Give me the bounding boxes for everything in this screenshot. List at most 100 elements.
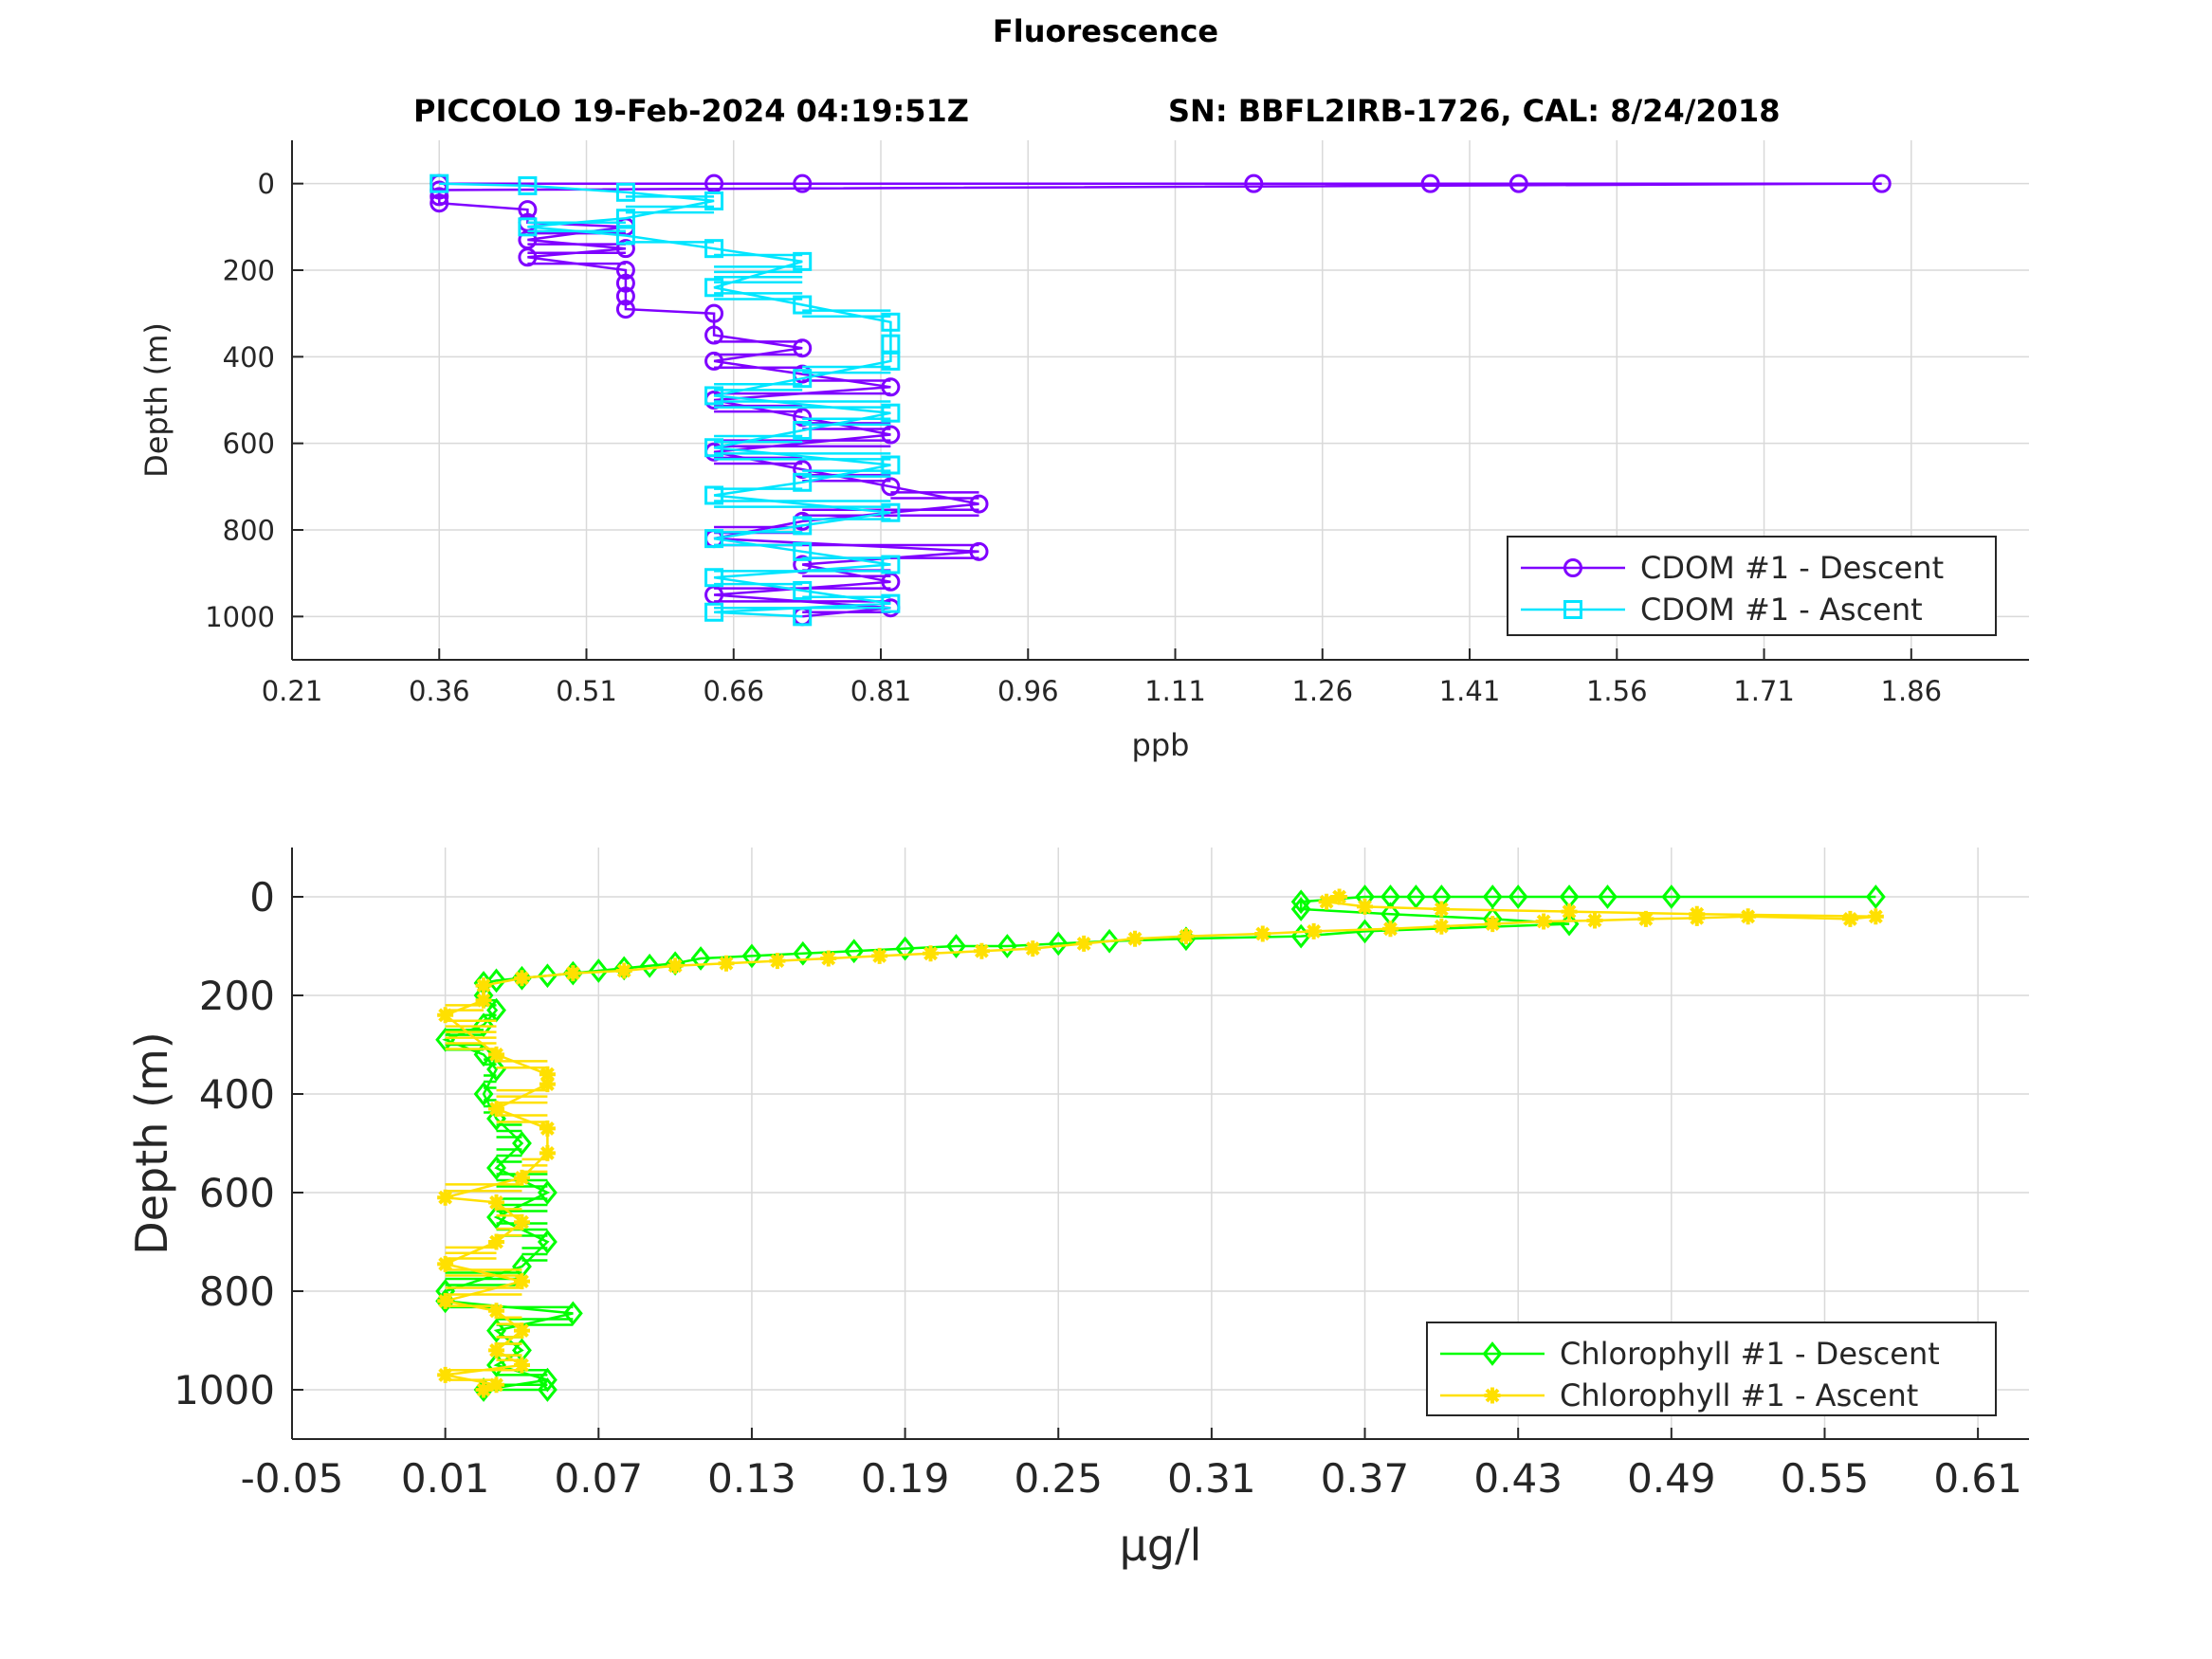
data-point (537, 1367, 558, 1393)
data-point (562, 1301, 583, 1326)
y-tick-label: 800 (223, 514, 275, 546)
data-point (718, 955, 735, 972)
x-tick-label: 0.66 (703, 675, 764, 707)
data-point (537, 963, 558, 989)
x-tick-label: 0.36 (409, 675, 470, 707)
data-point (615, 962, 632, 979)
data-point (1126, 930, 1143, 947)
series-line (439, 182, 892, 618)
data-point (615, 182, 635, 202)
data-point (1508, 884, 1528, 909)
data-point (871, 947, 888, 964)
legend-entry: Chlorophyll #1 - Descent (1560, 1336, 1940, 1372)
x-axis-label: μg/l (1120, 1520, 1202, 1571)
legend-entry: CDOM #1 - Descent (1640, 550, 1944, 586)
data-point (1306, 922, 1323, 939)
data-point (1535, 913, 1552, 930)
data-point (537, 1377, 558, 1402)
x-tick-label: 0.49 (1627, 1455, 1716, 1502)
data-point (704, 303, 724, 323)
data-point (1867, 908, 1884, 925)
data-point (488, 1303, 505, 1320)
data-point (1075, 935, 1092, 952)
y-tick-label: 200 (199, 973, 275, 1019)
data-point (518, 217, 538, 237)
data-point (513, 970, 530, 987)
data-point (539, 1120, 556, 1137)
data-point (488, 1046, 505, 1063)
x-tick-label: 0.19 (861, 1455, 950, 1502)
data-point (881, 425, 901, 445)
data-point (1178, 928, 1195, 945)
y-axis-label: Depth (m) (126, 1031, 177, 1254)
data-point (793, 295, 813, 315)
data-point (437, 1255, 454, 1272)
x-tick-label: 0.96 (997, 675, 1059, 707)
x-tick-label: 0.21 (262, 675, 323, 707)
data-point (793, 420, 813, 440)
data-point (473, 1082, 494, 1106)
y-tick-label: 200 (223, 254, 275, 286)
data-point (615, 286, 635, 306)
data-point (1865, 884, 1886, 909)
data-point (513, 1273, 530, 1290)
legend-box (1507, 536, 1997, 636)
data-point (793, 940, 814, 966)
data-point (881, 593, 901, 613)
data-point (513, 1169, 530, 1186)
data-point (1661, 884, 1682, 909)
data-point (488, 1233, 505, 1250)
x-tick-label: 0.81 (850, 675, 912, 707)
data-point (793, 338, 813, 358)
data-point (704, 438, 724, 458)
legend-box (1426, 1322, 1997, 1416)
data-point (844, 939, 865, 964)
data-point (537, 1180, 558, 1205)
figure-subtitle-left: PICCOLO 19-Feb-2024 04:19:51Z (413, 93, 969, 129)
data-point (793, 555, 813, 574)
data-point (473, 1042, 494, 1067)
data-point (1048, 931, 1069, 957)
y-tick-label: 600 (223, 428, 275, 460)
data-point (881, 502, 901, 522)
data-point (793, 516, 813, 536)
data-point (923, 945, 940, 962)
data-point (1290, 889, 1311, 915)
y-tick-label: 400 (223, 341, 275, 374)
legend-marker (1484, 1387, 1501, 1404)
data-point (513, 1322, 530, 1340)
data-point (690, 946, 711, 971)
data-point (488, 1341, 505, 1358)
data-point (486, 1353, 506, 1377)
data-point (513, 1357, 530, 1374)
legend-entry: CDOM #1 - Ascent (1640, 592, 1923, 628)
data-point (539, 1144, 556, 1161)
chlorophyll-chart: -0.05 0.01 0.07 0.13 0.19 0.25 0.31 0.37 0.43 0.4… (126, 848, 2029, 1571)
y-tick-label: 0 (258, 168, 275, 200)
data-point (1099, 928, 1120, 954)
x-axis-label: ppb (1132, 727, 1190, 763)
data-point (1586, 912, 1603, 929)
data-point (639, 953, 660, 978)
data-point (1561, 903, 1578, 921)
data-point (793, 607, 813, 627)
legend-marker (1563, 600, 1582, 619)
data-point (1355, 919, 1375, 944)
data-point (564, 965, 581, 982)
data-point (437, 1366, 454, 1383)
legend: CDOM #1 - Descent CDOM #1 - Ascent (1507, 536, 1997, 636)
data-point (1381, 921, 1398, 938)
series-line (441, 895, 1876, 1392)
data-point (518, 175, 538, 195)
data-point (793, 251, 813, 271)
data-point (615, 239, 635, 259)
y-tick-label: 600 (199, 1170, 275, 1216)
y-tick-label: 0 (249, 874, 275, 921)
data-point (615, 300, 635, 319)
data-point (437, 1292, 454, 1309)
data-point (475, 1381, 492, 1398)
data-point (793, 580, 813, 600)
data-point (1433, 901, 1450, 918)
y-tick-label: 1000 (174, 1367, 275, 1413)
data-point (1872, 173, 1892, 193)
